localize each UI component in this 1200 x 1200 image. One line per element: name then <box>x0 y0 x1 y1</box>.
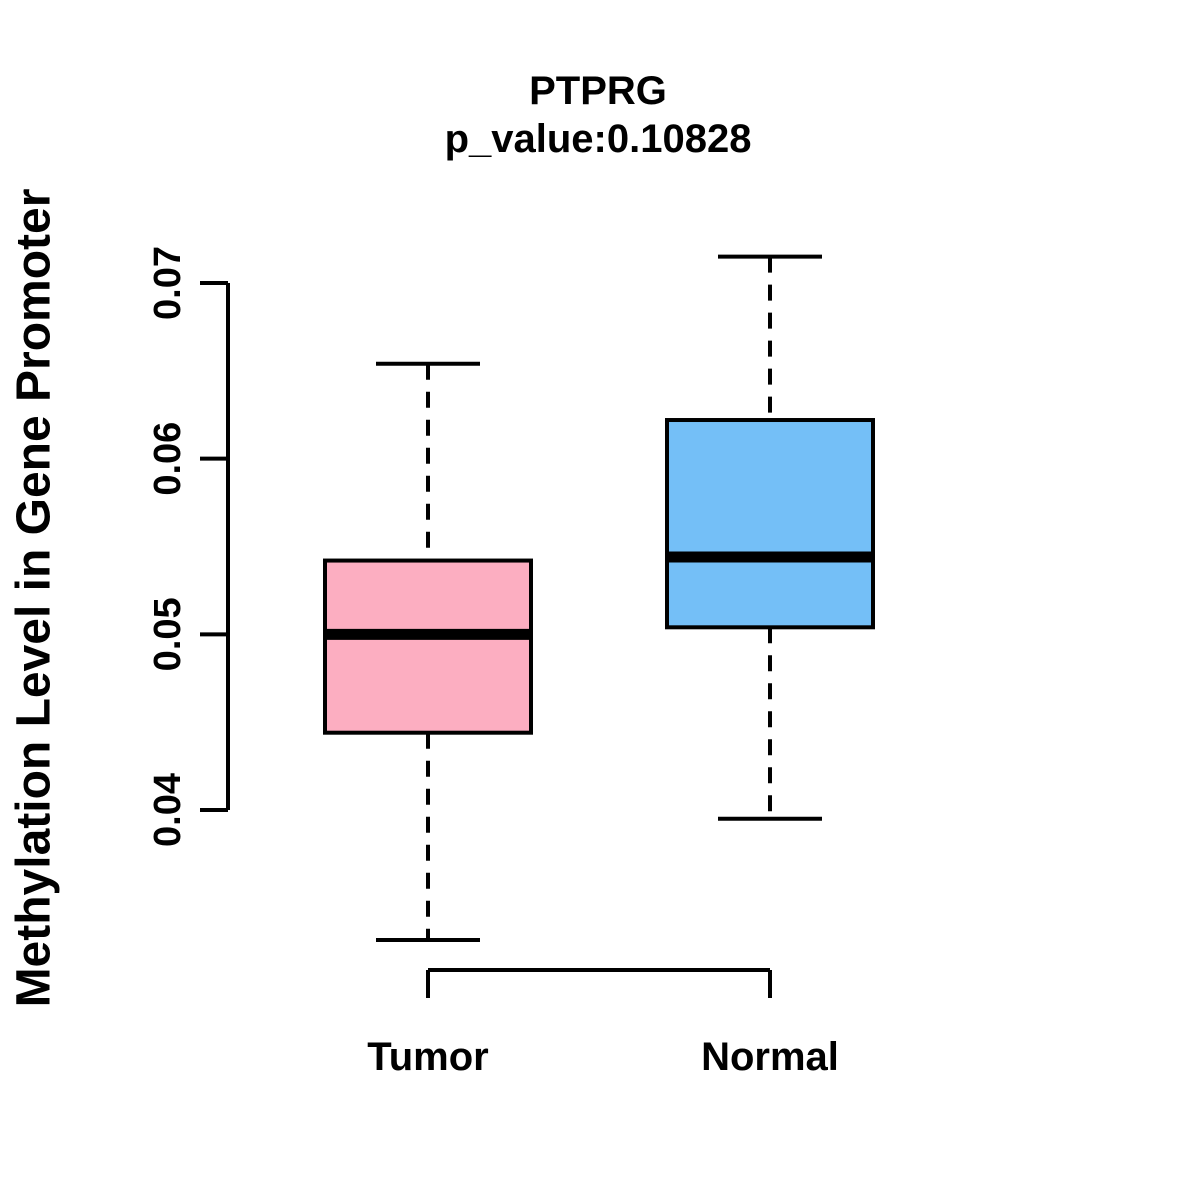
y-tick-label: 0.06 <box>147 422 189 496</box>
chart-title: PTPRG <box>529 69 667 113</box>
plot-area: 0.04 0.05 0.06 0.07 Tumor Normal <box>147 246 875 1079</box>
category-label: Tumor <box>367 1035 488 1079</box>
box-normal <box>665 254 875 821</box>
iqr-box <box>323 558 533 735</box>
y-tick-label: 0.04 <box>147 773 189 847</box>
iqr-box <box>665 418 875 630</box>
category-label: Normal <box>701 1035 839 1079</box>
y-axis-label: Methylation Level in Gene Promoter <box>8 189 61 1008</box>
y-tick-label: 0.05 <box>147 597 189 671</box>
chart-subtitle: p_value:0.10828 <box>445 117 752 161</box>
y-tick-label: 0.07 <box>147 246 189 320</box>
box-tumor <box>323 361 533 942</box>
